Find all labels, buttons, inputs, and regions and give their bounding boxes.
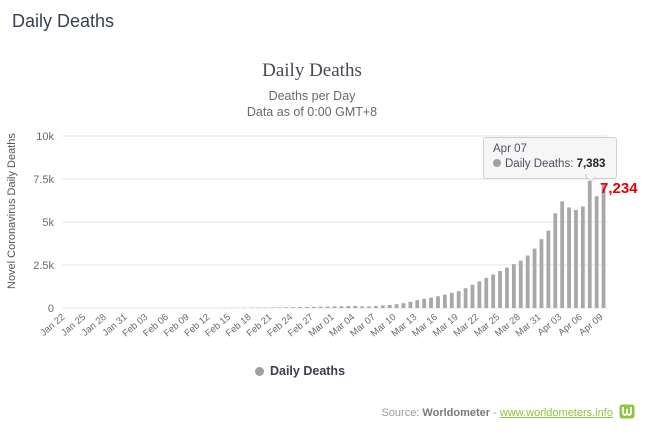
svg-text:7.5k: 7.5k	[33, 174, 54, 186]
svg-text:2.5k: 2.5k	[33, 260, 54, 272]
svg-text:Apr 09: Apr 09	[577, 312, 606, 338]
svg-text:10k: 10k	[36, 131, 54, 143]
svg-text:0: 0	[48, 303, 54, 315]
svg-text:5k: 5k	[42, 217, 54, 229]
